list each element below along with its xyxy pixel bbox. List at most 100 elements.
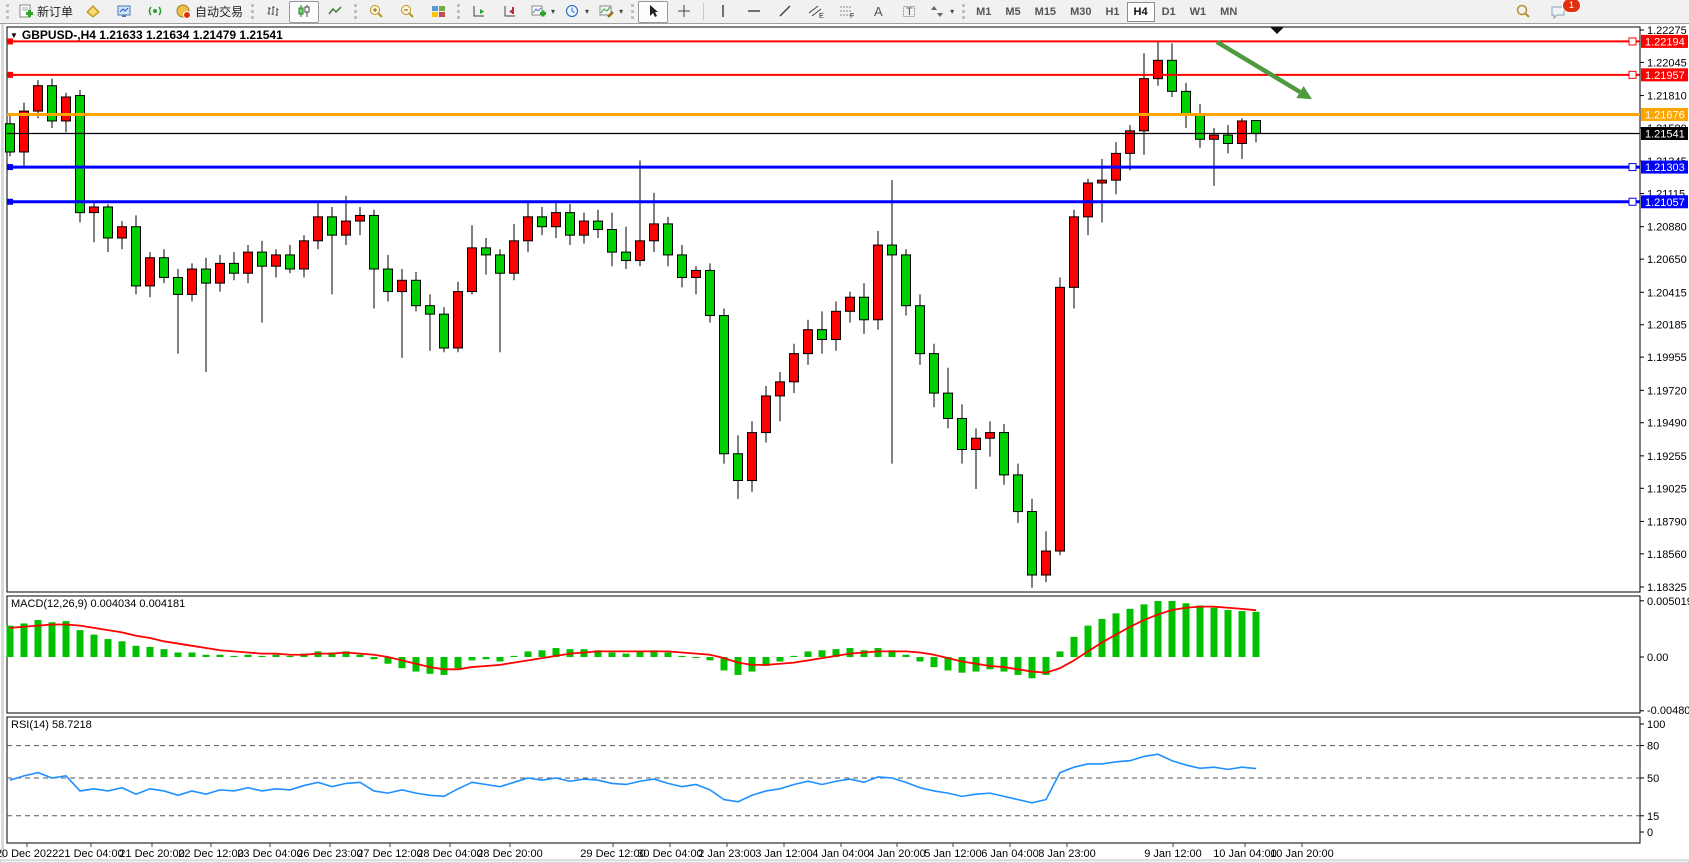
search-button[interactable] <box>1508 1 1538 23</box>
rsi-axis-label: 15 <box>1647 811 1659 823</box>
zoom-out-button[interactable] <box>392 1 422 23</box>
line-right-handle[interactable] <box>1628 37 1637 46</box>
indicators-dropdown-caret[interactable]: ▾ <box>551 7 556 16</box>
market-watch-button[interactable] <box>109 1 139 23</box>
templates-button[interactable]: ▾ <box>594 1 627 23</box>
period-M5[interactable]: M5 <box>1005 5 1021 18</box>
candle-body <box>635 240 645 262</box>
period-D1[interactable]: D1 <box>1161 5 1176 18</box>
main-chart-pane[interactable] <box>6 26 1641 593</box>
macd-histogram-bar <box>608 652 616 657</box>
level-line-1.22194[interactable]: 1.22194 <box>7 34 1688 49</box>
trend-arrow-annotation[interactable] <box>1215 40 1312 100</box>
gold-coin-icon <box>85 5 100 18</box>
arrow-shaft[interactable] <box>1215 40 1302 94</box>
channel-tool-button[interactable]: E <box>801 1 831 23</box>
period-MN[interactable]: MN <box>1220 5 1238 18</box>
candle-body <box>789 353 799 383</box>
period-M30[interactable]: M30 <box>1070 5 1092 18</box>
indicators-button[interactable]: ▾ <box>526 1 559 23</box>
new-order-button[interactable]: 新订单 <box>13 1 77 23</box>
candle-body <box>1097 179 1107 184</box>
macd-histogram-bar <box>902 654 910 657</box>
level-line-1.21676[interactable]: 1.21676 <box>7 107 1688 122</box>
candle-body <box>999 432 1009 476</box>
line-left-handle[interactable] <box>7 164 13 171</box>
text-label-tool-button[interactable]: T <box>894 1 924 23</box>
line-left-handle[interactable] <box>7 38 13 45</box>
chart-shift-marker[interactable] <box>1270 27 1284 34</box>
candle-body <box>845 296 855 312</box>
time-tick-label: 2 Jan 23:00 <box>698 848 756 860</box>
tile-windows-button[interactable] <box>423 1 453 23</box>
period-M15[interactable]: M15 <box>1034 5 1057 18</box>
toolbar-grip[interactable] <box>457 4 461 19</box>
notifications-button[interactable]: 1 <box>1544 0 1581 23</box>
macd-histogram-bar <box>1168 601 1176 657</box>
periods-button[interactable]: ▾ <box>560 1 593 23</box>
period-M1[interactable]: M1 <box>976 5 992 18</box>
symbol-dropdown-icon[interactable]: ▼ <box>10 30 18 40</box>
auto-scroll-button[interactable] <box>464 1 494 23</box>
line-left-handle[interactable] <box>7 71 13 78</box>
auto-scroll-icon <box>473 6 484 17</box>
bid-line-group: 1.21541 <box>7 127 1688 141</box>
crosshair-tool-button[interactable] <box>669 1 699 23</box>
time-tick-label: 28 Dec 20:00 <box>477 848 542 860</box>
line-right-handle[interactable] <box>1628 197 1637 206</box>
signals-button[interactable] <box>140 1 170 23</box>
new-order-icon <box>19 4 33 18</box>
horizontal-line-tool-button[interactable] <box>739 1 769 23</box>
price-tick-label: 1.19255 <box>1647 451 1687 463</box>
zoom-in-button[interactable] <box>361 1 391 23</box>
toolbar-grip[interactable] <box>631 4 635 19</box>
arrows-tool-button[interactable]: ▾ <box>925 1 958 23</box>
chart-shift-button[interactable] <box>495 1 525 23</box>
period-H4[interactable]: H4 <box>1126 1 1155 22</box>
arrow-head <box>1296 86 1312 100</box>
bar-chart-type-button[interactable] <box>258 1 288 23</box>
vertical-line-tool-button[interactable] <box>708 1 738 23</box>
macd-histogram-bar <box>328 652 336 657</box>
macd-histogram-bar <box>594 650 602 657</box>
toolbar-grip[interactable] <box>251 4 255 19</box>
candle-body <box>593 220 603 231</box>
toolbar-grip[interactable] <box>6 4 9 19</box>
macd-axis-label: 0.00 <box>1647 652 1668 664</box>
arrows-icon <box>931 6 944 17</box>
toolbar-grip[interactable] <box>354 4 358 19</box>
fibonacci-tool-button[interactable]: F <box>832 1 862 23</box>
candle-body <box>411 279 421 307</box>
line-right-handle[interactable] <box>1628 163 1637 172</box>
arrows-dropdown-caret[interactable]: ▾ <box>950 7 955 16</box>
candlestick-type-button[interactable] <box>289 0 320 23</box>
autotrade-button[interactable]: 自动交易 <box>171 1 247 23</box>
trendline-tool-button[interactable] <box>770 1 800 23</box>
line-right-handle[interactable] <box>1628 70 1637 79</box>
price-level-badge <box>1641 160 1688 174</box>
line-left-handle[interactable] <box>7 198 13 205</box>
time-tick-label: 3 Jan 12:00 <box>755 848 813 860</box>
toolbar-grip[interactable] <box>962 4 966 19</box>
level-line-1.21057[interactable]: 1.21057 <box>7 195 1688 209</box>
period-H1[interactable]: H1 <box>1105 5 1120 18</box>
templates-dropdown-caret[interactable]: ▾ <box>619 7 624 16</box>
text-tool-button[interactable]: A <box>863 1 893 23</box>
period-W1[interactable]: W1 <box>1189 5 1207 18</box>
rsi-pane[interactable] <box>6 716 1641 844</box>
time-tick-label: 23 Dec 04:00 <box>237 848 302 860</box>
candle-body <box>1125 130 1135 154</box>
bid-price-badge-label: 1.21541 <box>1645 129 1685 141</box>
periods-dropdown-caret[interactable]: ▾ <box>585 7 590 16</box>
level-line-1.21303[interactable]: 1.21303 <box>7 160 1688 175</box>
time-tick-label: 20 Dec 2022 <box>0 848 58 860</box>
cursor-tool-button[interactable] <box>638 0 669 23</box>
line-chart-type-button[interactable] <box>320 1 350 23</box>
level-line-1.21957[interactable]: 1.21957 <box>7 68 1688 82</box>
fibonacci-icon: F <box>840 6 854 20</box>
deposit-button[interactable] <box>78 1 108 23</box>
candle-body <box>341 220 351 236</box>
time-tick-label: 4 Jan 20:00 <box>868 848 926 860</box>
